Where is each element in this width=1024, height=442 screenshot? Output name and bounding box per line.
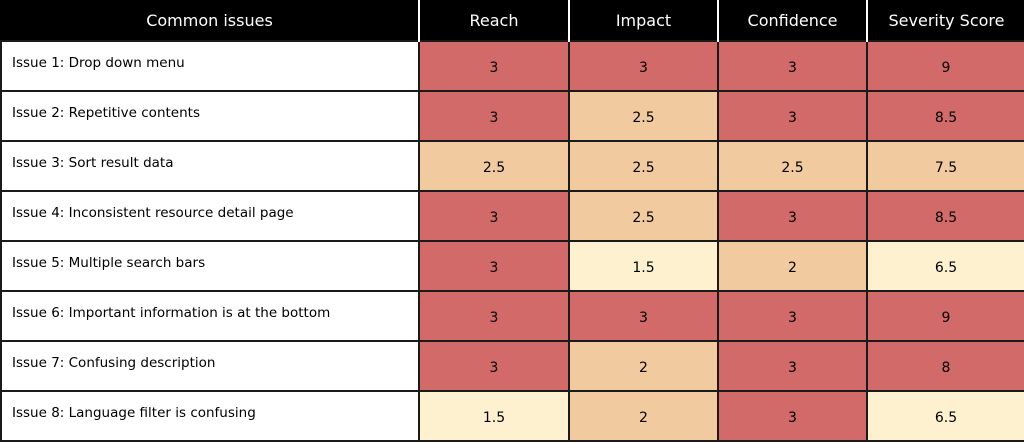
table-row: Issue 8: Language filter is confusing 1.… bbox=[0, 390, 1024, 442]
issue-label: Issue 1: Drop down menu bbox=[0, 40, 420, 92]
table-row: Issue 5: Multiple search bars 3 1.5 2 6.… bbox=[0, 240, 1024, 292]
confidence-cell: 3 bbox=[717, 190, 868, 242]
issue-label: Issue 3: Sort result data bbox=[0, 140, 420, 192]
issue-label: Issue 8: Language filter is confusing bbox=[0, 390, 420, 442]
table-row: Issue 4: Inconsistent resource detail pa… bbox=[0, 190, 1024, 242]
severity-cell: 6.5 bbox=[866, 390, 1024, 442]
reach-cell: 2.5 bbox=[418, 140, 570, 192]
reach-cell: 3 bbox=[418, 240, 570, 292]
confidence-cell: 3 bbox=[717, 390, 868, 442]
severity-cell: 9 bbox=[866, 290, 1024, 342]
severity-cell: 9 bbox=[866, 40, 1024, 92]
severity-cell: 8.5 bbox=[866, 190, 1024, 242]
confidence-cell: 2.5 bbox=[717, 140, 868, 192]
header-severity-score: Severity Score bbox=[866, 0, 1024, 41]
severity-cell: 6.5 bbox=[866, 240, 1024, 292]
severity-cell: 8.5 bbox=[866, 90, 1024, 142]
confidence-cell: 3 bbox=[717, 340, 868, 392]
impact-cell: 2.5 bbox=[568, 140, 719, 192]
issue-label: Issue 7: Confusing description bbox=[0, 340, 420, 392]
table-row: Issue 2: Repetitive contents 3 2.5 3 8.5 bbox=[0, 90, 1024, 142]
table-row: Issue 1: Drop down menu 3 3 3 9 bbox=[0, 40, 1024, 92]
issue-label: Issue 2: Repetitive contents bbox=[0, 90, 420, 142]
impact-cell: 2.5 bbox=[568, 190, 719, 242]
table-row: Issue 6: Important information is at the… bbox=[0, 290, 1024, 342]
reach-cell: 3 bbox=[418, 340, 570, 392]
confidence-cell: 3 bbox=[717, 290, 868, 342]
severity-cell: 7.5 bbox=[866, 140, 1024, 192]
header-confidence: Confidence bbox=[717, 0, 867, 41]
confidence-cell: 3 bbox=[717, 90, 868, 142]
reach-cell: 3 bbox=[418, 190, 570, 242]
header-reach: Reach bbox=[418, 0, 569, 41]
impact-cell: 3 bbox=[568, 290, 719, 342]
issue-label: Issue 4: Inconsistent resource detail pa… bbox=[0, 190, 420, 242]
table-row: Issue 3: Sort result data 2.5 2.5 2.5 7.… bbox=[0, 140, 1024, 192]
reach-cell: 1.5 bbox=[418, 390, 570, 442]
impact-cell: 2 bbox=[568, 390, 719, 442]
impact-cell: 2.5 bbox=[568, 90, 719, 142]
issue-label: Issue 5: Multiple search bars bbox=[0, 240, 420, 292]
reach-cell: 3 bbox=[418, 290, 570, 342]
header-common-issues: Common issues bbox=[1, 0, 419, 41]
impact-cell: 2 bbox=[568, 340, 719, 392]
confidence-cell: 3 bbox=[717, 40, 868, 92]
header-impact: Impact bbox=[568, 0, 718, 41]
impact-cell: 3 bbox=[568, 40, 719, 92]
table-row: Issue 7: Confusing description 3 2 3 8 bbox=[0, 340, 1024, 392]
reach-cell: 3 bbox=[418, 40, 570, 92]
impact-cell: 1.5 bbox=[568, 240, 719, 292]
table-header-row: Common issues Reach Impact Confidence Se… bbox=[1, 0, 1024, 41]
issue-label: Issue 6: Important information is at the… bbox=[0, 290, 420, 342]
severity-cell: 8 bbox=[866, 340, 1024, 392]
reach-cell: 3 bbox=[418, 90, 570, 142]
confidence-cell: 2 bbox=[717, 240, 868, 292]
